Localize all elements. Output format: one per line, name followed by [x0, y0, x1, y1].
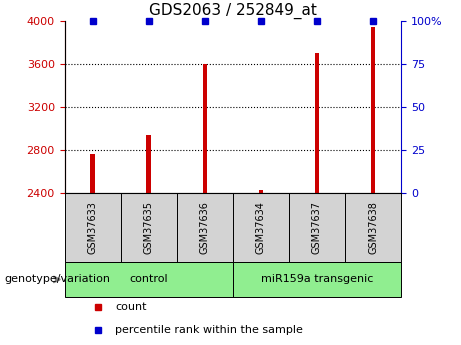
Text: miR159a transgenic: miR159a transgenic	[261, 275, 373, 284]
Bar	[65, 193, 121, 262]
Text: control: control	[130, 275, 168, 284]
Text: GSM37638: GSM37638	[368, 201, 378, 254]
Title: GDS2063 / 252849_at: GDS2063 / 252849_at	[149, 3, 317, 19]
Bar	[345, 193, 401, 262]
Bar	[202, 64, 207, 193]
Bar	[147, 135, 151, 193]
Bar	[233, 262, 401, 297]
Bar	[315, 53, 319, 193]
Text: GSM37635: GSM37635	[144, 201, 154, 254]
Bar	[90, 155, 95, 193]
Bar	[121, 193, 177, 262]
Text: percentile rank within the sample: percentile rank within the sample	[115, 325, 303, 335]
Bar	[65, 262, 233, 297]
Text: count: count	[115, 302, 147, 312]
Bar	[177, 193, 233, 262]
Bar	[259, 190, 263, 193]
Text: GSM37633: GSM37633	[88, 201, 98, 254]
Text: GSM37634: GSM37634	[256, 201, 266, 254]
Bar	[371, 27, 375, 193]
Bar	[233, 193, 289, 262]
Text: GSM37637: GSM37637	[312, 201, 322, 254]
Bar	[289, 193, 345, 262]
Text: genotype/variation: genotype/variation	[5, 275, 111, 284]
Text: GSM37636: GSM37636	[200, 201, 210, 254]
